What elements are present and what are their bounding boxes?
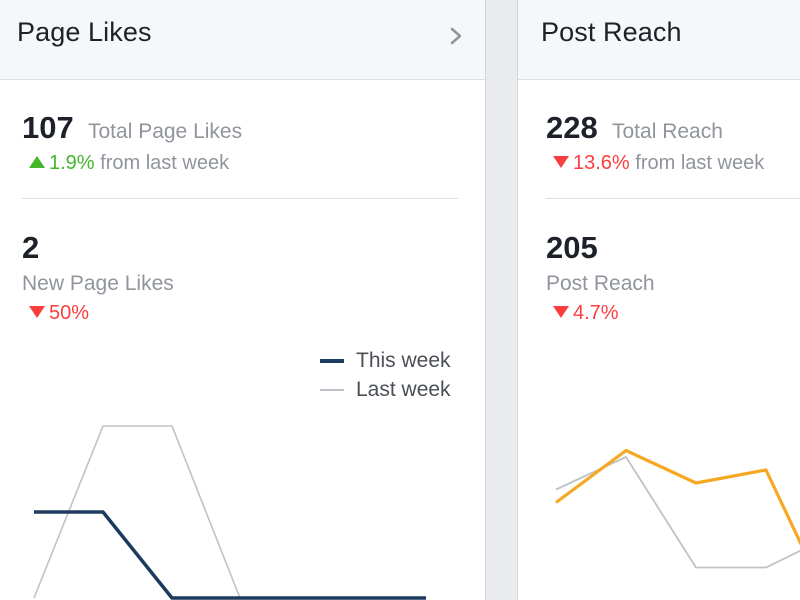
new-page-likes-value: 2 [22, 230, 40, 265]
total-page-likes-label: Total Page Likes [88, 120, 243, 143]
post-reach-value: 205 [546, 230, 598, 265]
page-likes-chart [33, 425, 426, 600]
new-page-likes-label: New Page Likes [22, 272, 174, 295]
divider [22, 198, 458, 199]
new-page-likes-change-pct: 50% [49, 302, 90, 324]
total-reach-change-text: from last week [635, 152, 765, 174]
page-likes-header[interactable]: Page Likes [0, 0, 485, 80]
page-likes-card: Page Likes 107 Total Page Likes 1.9% fro… [0, 0, 486, 600]
last-week-legend-swatch [320, 389, 344, 391]
page-likes-title: Page Likes [17, 17, 152, 47]
post-reach-card: Post Reach 228 Total Reach 13.6% from la… [517, 0, 800, 600]
post-reach-change-pct: 4.7% [573, 302, 619, 324]
this-week-line [34, 510, 426, 600]
this-week-legend-swatch [320, 359, 344, 363]
total-page-likes-change: 1.9% from last week [29, 152, 229, 175]
post-reach-chart [555, 448, 800, 569]
total-reach-value: 228 [546, 110, 598, 145]
last-week-legend-label: Last week [356, 378, 451, 401]
new-page-likes-change: 50% [29, 302, 89, 325]
total-reach-label: Total Reach [612, 120, 723, 143]
total-page-likes-change-pct: 1.9% [49, 152, 95, 174]
down-arrow-icon [553, 305, 569, 318]
divider [546, 198, 800, 199]
this-week-legend-label: This week [356, 349, 451, 372]
total-page-likes-change-text: from last week [100, 152, 230, 174]
down-arrow-icon [553, 155, 569, 168]
up-arrow-icon [29, 155, 45, 168]
this-week-reach-line [555, 448, 800, 546]
chevron-right-icon[interactable] [447, 26, 465, 46]
post-reach-title: Post Reach [541, 17, 682, 47]
post-reach-label: Post Reach [546, 272, 655, 295]
post-reach-change: 4.7% [553, 302, 619, 325]
total-reach-change-pct: 13.6% [573, 152, 630, 174]
total-reach-change: 13.6% from last week [553, 152, 764, 175]
down-arrow-icon [29, 305, 45, 318]
post-reach-header[interactable]: Post Reach [518, 0, 800, 80]
total-page-likes-value: 107 [22, 110, 74, 145]
